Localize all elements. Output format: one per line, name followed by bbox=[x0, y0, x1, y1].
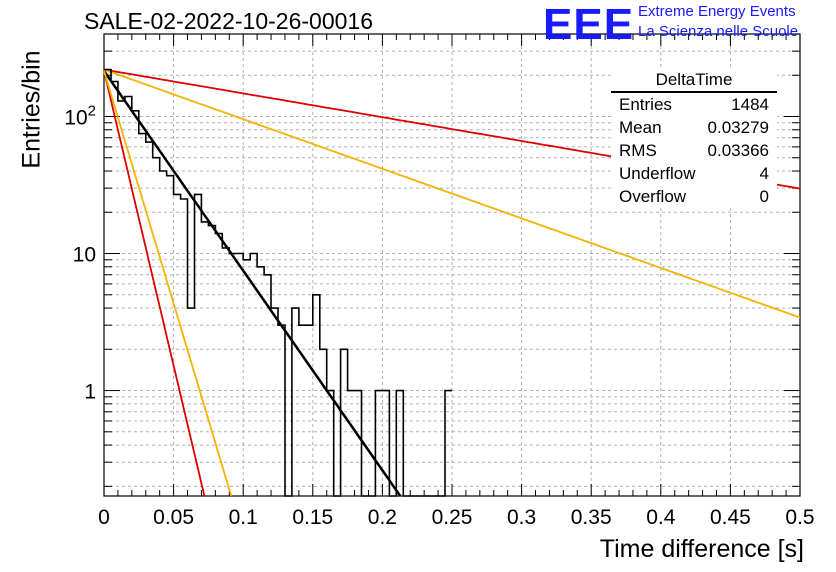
stats-value: 4 bbox=[759, 164, 769, 183]
y-tick-label: 10 bbox=[73, 244, 96, 267]
stats-row-rms: RMS 0.03366 bbox=[611, 139, 777, 162]
curve-orange-slow bbox=[103, 68, 801, 319]
stats-label: Overflow bbox=[619, 187, 687, 206]
x-tick-label: 0.3 bbox=[507, 506, 536, 529]
x-tick-label: 0.05 bbox=[153, 506, 194, 529]
x-tick-label: 0.1 bbox=[229, 506, 258, 529]
stats-box: DeltaTime Entries 1484 Mean 0.03279 RMS … bbox=[611, 70, 777, 208]
y-tick-label: 1 bbox=[84, 381, 96, 404]
stats-value: 0.03366 bbox=[707, 141, 769, 160]
x-tick-label: 0.2 bbox=[368, 506, 397, 529]
stats-label: RMS bbox=[619, 141, 657, 160]
x-tick-label: 0.5 bbox=[785, 506, 814, 529]
x-axis-label: Time difference [s] bbox=[599, 535, 804, 563]
stats-label: Entries bbox=[619, 95, 672, 114]
x-tick-label: 0.15 bbox=[292, 506, 333, 529]
x-tick-label: 0 bbox=[98, 506, 110, 529]
x-tick-label: 0.45 bbox=[710, 506, 751, 529]
x-tick-label: 0.4 bbox=[646, 506, 676, 529]
eee-logo-line1: Extreme Energy Events bbox=[638, 3, 796, 20]
stats-label: Mean bbox=[619, 118, 662, 137]
curve-orange-fast bbox=[103, 70, 233, 497]
chart-title: SALE-02-2022-10-26-00016 bbox=[84, 8, 373, 34]
stats-value: 0 bbox=[759, 187, 769, 206]
eee-logo: EEE bbox=[543, 0, 635, 49]
stats-row-overflow: Overflow 0 bbox=[611, 185, 777, 208]
stats-row-mean: Mean 0.03279 bbox=[611, 116, 777, 139]
stats-row-underflow: Underflow 4 bbox=[611, 162, 777, 185]
y-tick-label: 102 bbox=[64, 102, 96, 129]
stats-label: Underflow bbox=[619, 164, 696, 183]
curve-red-fast bbox=[103, 70, 206, 497]
x-tick-label: 0.35 bbox=[571, 506, 612, 529]
eee-logo-line2: La Scienza nelle Scuole bbox=[638, 23, 799, 40]
stats-title: DeltaTime bbox=[611, 70, 777, 93]
stats-value: 1484 bbox=[731, 95, 769, 114]
curve-fit bbox=[102, 70, 402, 497]
stats-row-entries: Entries 1484 bbox=[611, 93, 777, 116]
y-axis-label: Entries/bin bbox=[17, 50, 46, 169]
x-tick-label: 0.25 bbox=[432, 506, 473, 529]
stats-value: 0.03279 bbox=[707, 118, 769, 137]
histogram bbox=[104, 68, 452, 497]
